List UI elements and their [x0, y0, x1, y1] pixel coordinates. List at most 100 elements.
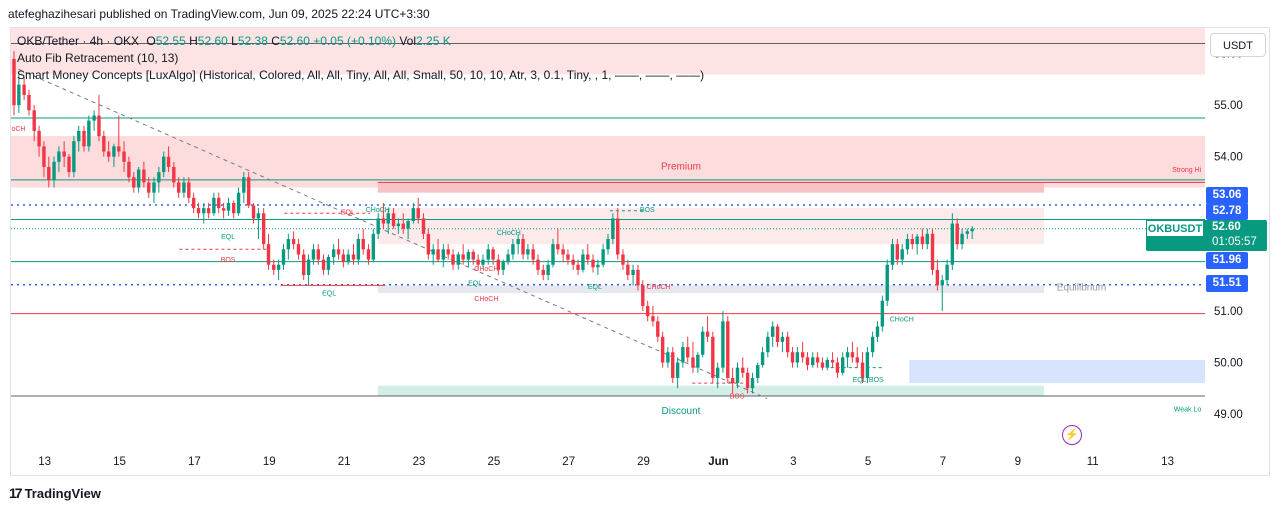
candle-body-34 — [182, 182, 186, 193]
candle-body-112 — [571, 259, 575, 265]
structure-label-14: EQL·BOS — [853, 377, 884, 384]
x-tick-label-8: 29 — [637, 456, 650, 468]
candle-body-124 — [631, 269, 635, 276]
candle-body-7 — [47, 166, 51, 180]
candle-body-101 — [516, 239, 520, 245]
candle-body-116 — [591, 259, 595, 268]
candle-body-90 — [461, 254, 465, 260]
candle-body-86 — [441, 249, 446, 260]
y-tick-label-2: 51.00 — [1214, 306, 1243, 318]
candle-body-97 — [496, 259, 501, 270]
candle-body-33 — [176, 182, 181, 193]
x-tick-label-2: 17 — [188, 456, 201, 468]
candle-body-85 — [436, 249, 440, 260]
candle-body-29 — [157, 172, 161, 183]
x-tick-label-7: 27 — [562, 456, 575, 468]
candle-body-70 — [361, 239, 365, 250]
candle-body-153 — [775, 326, 780, 342]
candle-body-147 — [745, 372, 750, 389]
candle-body-48 — [251, 205, 256, 219]
candle-body-19 — [106, 151, 111, 157]
legend-indicator-smc[interactable]: Smart Money Concepts [LuxAlgo] (Historic… — [17, 68, 705, 82]
candle-body-26 — [142, 169, 146, 183]
legend-c-label: C — [271, 34, 280, 48]
tradingview-logo-text: TradingView — [24, 486, 101, 501]
candle-body-142 — [721, 321, 725, 368]
tradingview-logo-mark: 17 — [9, 485, 23, 501]
candle-body-14 — [82, 130, 86, 147]
price-tag-3: 51.96 — [1206, 252, 1248, 269]
candle-body-128 — [651, 316, 655, 322]
currency-button[interactable]: USDT — [1210, 33, 1266, 57]
candle-body-171 — [865, 352, 870, 378]
candle-body-149 — [756, 365, 760, 378]
candle-body-73 — [376, 218, 380, 234]
chart-frame[interactable] — [10, 27, 1270, 476]
x-tick-label-4: 21 — [338, 456, 351, 468]
candle-body-175 — [885, 264, 889, 301]
candle-body-161 — [815, 357, 820, 363]
candle-body-104 — [531, 249, 535, 260]
candle-body-12 — [72, 141, 76, 173]
candle-body-37 — [196, 208, 201, 214]
x-tick-label-13: 9 — [1015, 456, 1021, 468]
y-tick-label-1: 50.00 — [1214, 358, 1243, 370]
premium-fill — [377, 208, 1045, 245]
candle-body-43 — [226, 202, 231, 211]
legend-symbol[interactable]: OKB/Tether · 4h · OKX — [17, 34, 140, 48]
candle-body-16 — [92, 115, 96, 121]
tradingview-logo[interactable]: 17 TradingView — [9, 485, 101, 501]
structure-label-10: CHoCH — [646, 284, 670, 291]
candle-body-152 — [770, 326, 775, 337]
candle-body-10 — [62, 151, 66, 157]
candle-body-81 — [416, 208, 420, 219]
candle-body-103 — [526, 249, 530, 255]
candle-body-191 — [965, 231, 970, 234]
supply-block — [377, 182, 1045, 193]
y-tick-label-3: 54.00 — [1214, 152, 1243, 164]
candle-body-63 — [326, 257, 331, 270]
structure-label-5: BOS — [640, 207, 655, 214]
candle-body-82 — [421, 218, 426, 234]
candle-body-0 — [12, 58, 16, 106]
candle-body-188 — [950, 223, 955, 265]
candle-body-164 — [830, 359, 835, 363]
legend-indicator-fib[interactable]: Auto Fib Retracement (10, 13) — [17, 51, 179, 65]
candle-body-4 — [32, 110, 36, 131]
candle-body-9 — [57, 151, 61, 162]
candle-body-107 — [546, 264, 550, 276]
candle-body-181 — [915, 236, 919, 245]
candle-body-6 — [42, 146, 46, 167]
structure-label-6: CHoCH — [497, 230, 521, 237]
candle-body-84 — [431, 249, 435, 255]
x-tick-label-10: 3 — [790, 456, 796, 468]
candle-body-183 — [925, 233, 929, 245]
candle-body-145 — [735, 367, 740, 384]
candle-body-120 — [611, 218, 615, 239]
legend-l-label: L — [231, 34, 238, 48]
candle-body-125 — [636, 269, 640, 286]
candle-body-83 — [426, 233, 431, 255]
bolt-icon[interactable]: ⚡ — [1062, 425, 1082, 445]
legend-low: 52.38 — [237, 34, 268, 48]
candle-body-141 — [715, 367, 720, 378]
candle-body-79 — [406, 220, 410, 229]
legend-o-label: O — [146, 34, 156, 48]
candle-body-62 — [321, 259, 326, 270]
candle-body-31 — [166, 156, 171, 167]
candle-body-38 — [202, 208, 206, 214]
candle-body-57 — [296, 244, 301, 255]
candle-body-127 — [645, 305, 650, 317]
legend-ohlc: OKB/Tether · 4h · OKX O52.55 H52.60 L52.… — [17, 34, 451, 48]
legend-high: 52.60 — [197, 34, 228, 48]
structure-label-9: EQL — [588, 284, 602, 291]
candle-body-158 — [800, 352, 805, 358]
x-tick-label-15: 13 — [1161, 456, 1174, 468]
candle-body-21 — [117, 146, 121, 152]
bar-countdown: 01:05:57 — [1212, 236, 1257, 248]
candle-body-150 — [760, 352, 765, 366]
candle-body-58 — [301, 254, 306, 276]
candle-body-133 — [675, 362, 680, 378]
candle-body-109 — [556, 244, 560, 250]
